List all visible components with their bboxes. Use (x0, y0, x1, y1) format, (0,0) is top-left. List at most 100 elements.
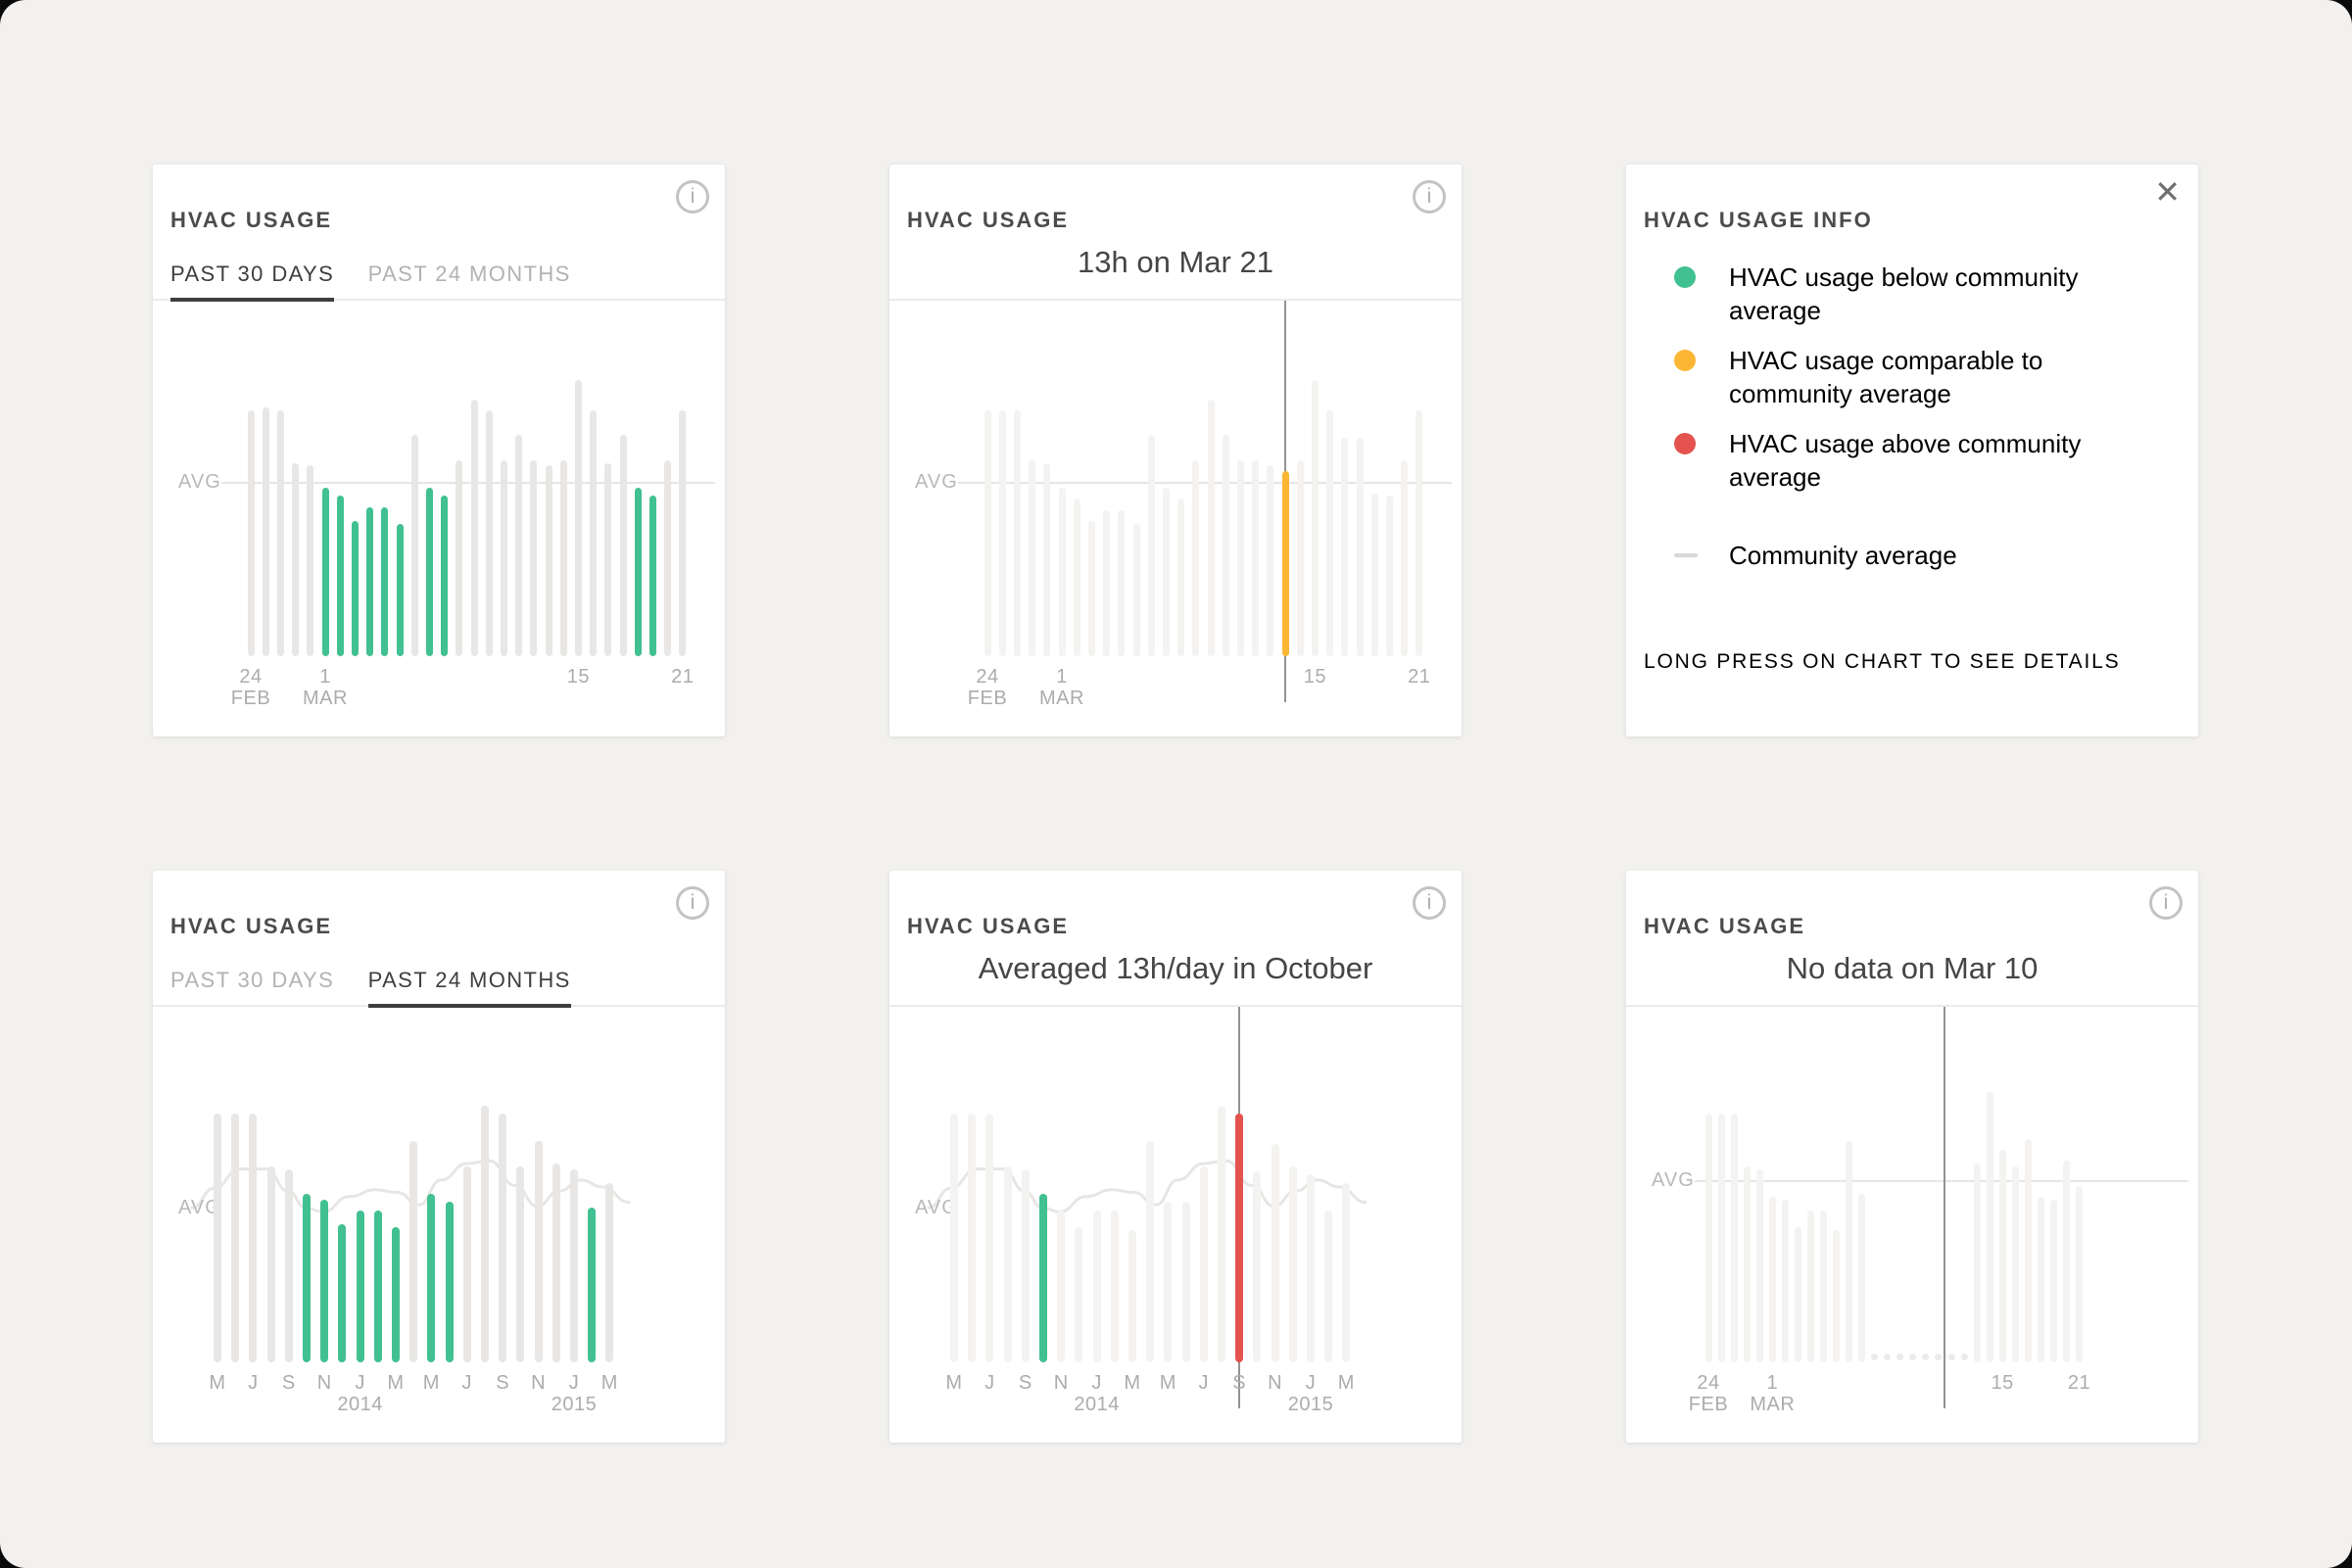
usage-bar[interactable] (409, 1141, 418, 1362)
usage-bar[interactable] (570, 1169, 578, 1362)
usage-bar[interactable] (303, 1194, 311, 1362)
usage-bar[interactable] (425, 488, 433, 656)
usage-bar[interactable] (500, 460, 507, 656)
usage-bar[interactable] (366, 507, 374, 656)
usage-bar[interactable] (1342, 1183, 1351, 1362)
usage-bar[interactable] (320, 1200, 329, 1362)
usage-bar-chart[interactable]: AVG M J S N J 2014 M M J S N J 2015 M (153, 1007, 725, 1443)
usage-bar[interactable] (950, 1114, 958, 1362)
usage-bar[interactable] (1998, 1150, 2006, 1362)
usage-bar[interactable] (1222, 435, 1229, 656)
usage-bar[interactable] (1073, 499, 1080, 656)
usage-bar[interactable] (1103, 510, 1111, 656)
usage-bar[interactable] (1058, 488, 1066, 656)
usage-bar[interactable] (1307, 1174, 1315, 1362)
usage-bar[interactable] (231, 1114, 240, 1362)
usage-bar[interactable] (1021, 1169, 1030, 1362)
usage-bar[interactable] (1768, 1197, 1776, 1362)
close-icon[interactable]: ✕ (2154, 174, 2181, 210)
usage-bar[interactable] (338, 1224, 347, 1362)
usage-bar[interactable] (1199, 1166, 1208, 1362)
usage-bar[interactable] (1819, 1211, 1827, 1362)
usage-bar[interactable] (1252, 460, 1260, 656)
usage-bar[interactable] (1311, 380, 1319, 656)
usage-bar[interactable] (534, 1141, 543, 1362)
usage-bar[interactable] (1781, 1200, 1789, 1362)
usage-bar[interactable] (559, 460, 567, 656)
usage-bar-chart[interactable]: AVG M J S N J 2014 M M J S N J 2015 M (889, 1007, 1462, 1443)
info-icon[interactable]: i (1413, 180, 1446, 214)
usage-bar[interactable] (284, 1169, 293, 1362)
usage-bar[interactable] (249, 1114, 258, 1362)
usage-bar[interactable] (456, 460, 463, 656)
usage-bar[interactable] (1057, 1211, 1066, 1362)
usage-bar[interactable] (664, 460, 672, 656)
usage-bar-chart[interactable]: AVG 24 FEB 1 MAR 15 21 (153, 301, 725, 736)
usage-bar[interactable] (1043, 463, 1051, 656)
usage-bar[interactable] (1118, 510, 1126, 656)
usage-bar[interactable] (2011, 1166, 2019, 1362)
usage-bar[interactable] (427, 1194, 436, 1362)
usage-bar[interactable] (1003, 1166, 1012, 1362)
usage-bar[interactable] (1253, 1171, 1262, 1362)
usage-bar[interactable] (276, 410, 284, 656)
usage-bar[interactable] (648, 496, 656, 656)
usage-bar[interactable] (1132, 524, 1140, 656)
usage-bar[interactable] (1013, 410, 1021, 656)
usage-bar[interactable] (1281, 471, 1289, 656)
usage-bar[interactable] (515, 435, 523, 656)
tab-past-30-days[interactable]: PAST 30 DAYS (170, 968, 335, 992)
usage-bar[interactable] (968, 1114, 977, 1362)
usage-bar[interactable] (545, 465, 552, 656)
usage-bar[interactable] (1177, 499, 1185, 656)
usage-bar[interactable] (2076, 1186, 2083, 1362)
usage-bar[interactable] (1717, 1114, 1725, 1362)
usage-bar[interactable] (2037, 1197, 2044, 1362)
usage-bar[interactable] (1986, 1092, 1993, 1362)
usage-bar[interactable] (1326, 410, 1334, 656)
tab-past-24-months[interactable]: PAST 24 MONTHS (367, 261, 571, 286)
usage-bar[interactable] (462, 1166, 471, 1362)
usage-bar[interactable] (1296, 460, 1304, 656)
usage-bar[interactable] (1147, 435, 1155, 656)
usage-bar[interactable] (307, 465, 314, 656)
usage-bar[interactable] (1755, 1169, 1763, 1362)
usage-bar[interactable] (262, 407, 269, 656)
usage-bar[interactable] (1846, 1141, 1853, 1362)
usage-bar[interactable] (292, 463, 300, 656)
usage-bar[interactable] (634, 488, 642, 656)
usage-bar[interactable] (2062, 1161, 2070, 1362)
usage-bar-chart[interactable]: AVG 24 FEB 1 MAR 15 21 (1626, 1007, 2198, 1443)
usage-bar[interactable] (1128, 1230, 1136, 1362)
usage-bar[interactable] (1794, 1227, 1801, 1362)
usage-bar[interactable] (1288, 1166, 1297, 1362)
usage-bar[interactable] (1267, 465, 1274, 656)
usage-bar[interactable] (396, 524, 404, 656)
usage-bar[interactable] (590, 410, 598, 656)
usage-bar[interactable] (1181, 1202, 1190, 1362)
usage-bar[interactable] (1271, 1144, 1279, 1362)
usage-bar[interactable] (1356, 438, 1364, 656)
usage-bar[interactable] (1370, 494, 1378, 656)
usage-bar[interactable] (441, 496, 449, 656)
usage-bar[interactable] (1164, 1202, 1173, 1362)
usage-bar[interactable] (1207, 400, 1215, 656)
usage-bar[interactable] (410, 435, 418, 656)
usage-bar[interactable] (247, 410, 255, 656)
usage-bar[interactable] (1110, 1211, 1119, 1362)
usage-bar[interactable] (1806, 1211, 1814, 1362)
usage-bar[interactable] (1743, 1166, 1751, 1362)
usage-bar[interactable] (1146, 1141, 1155, 1362)
usage-bar[interactable] (1236, 460, 1244, 656)
usage-bar-chart[interactable]: AVG 24 FEB 1 MAR 15 21 (889, 301, 1462, 736)
usage-bar[interactable] (214, 1114, 221, 1362)
usage-bar[interactable] (1235, 1114, 1244, 1362)
info-icon[interactable]: i (2149, 886, 2183, 920)
usage-bar[interactable] (481, 1106, 489, 1362)
usage-bar[interactable] (356, 1211, 364, 1362)
usage-bar[interactable] (1087, 521, 1095, 656)
usage-bar[interactable] (1858, 1194, 1866, 1362)
info-icon[interactable]: i (676, 180, 709, 214)
usage-bar[interactable] (499, 1114, 507, 1362)
usage-bar[interactable] (381, 507, 389, 656)
